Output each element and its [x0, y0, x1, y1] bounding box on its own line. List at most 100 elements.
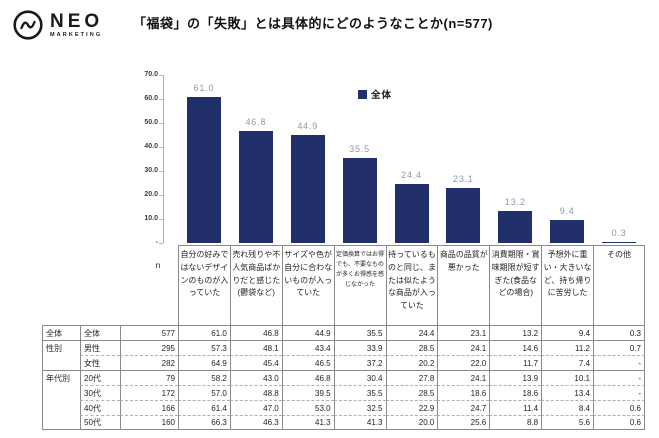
cell-value: 0.3	[593, 325, 645, 340]
column-header: 持っているものと同じ、または似たような商品が入っていた	[385, 245, 438, 325]
bar	[602, 242, 637, 243]
row-label: 全体	[80, 325, 120, 340]
row-label: 20代	[80, 370, 120, 385]
row-n-value: 577	[120, 325, 178, 340]
table-row: 40代 166 61.4 47.0 53.0 32.5 22.9 24.7 11.4 8.4 0.6	[42, 400, 645, 415]
table-row: 性別 男性 295 57.3 48.1 43.4 33.9 28.5 24.1 14.6 11.2 0…	[42, 340, 645, 370]
column-header: 商品の品質が悪かった	[437, 245, 490, 325]
bar	[290, 135, 325, 243]
y-axis-tick-mark	[159, 219, 163, 220]
cell-value: 24.1	[437, 340, 490, 355]
bar	[446, 188, 481, 243]
row-n-value: 295	[120, 340, 178, 355]
bar-value-label: 13.2	[504, 197, 526, 207]
cell-value: 48.1	[229, 340, 282, 355]
table-row: 女性 282 64.9 45.4 46.5 37.2 20.2 22.0 11.7 7.4-	[42, 355, 645, 370]
cell-value: 41.3	[333, 415, 386, 430]
logo-name: NEO	[50, 10, 104, 32]
cell-value: 9.4	[541, 325, 593, 340]
cell-value: 32.5	[333, 400, 386, 415]
table-row: 全体 全体 577 61.0 46.8 44.9 35.5 24.4 23.1 13.2 9.4 0.…	[42, 325, 645, 340]
cell-value: 23.1	[437, 325, 490, 340]
cell-value: 13.9	[489, 370, 542, 385]
legend: 全体	[358, 87, 392, 101]
table-row: 30代 172 57.0 48.8 39.5 35.5 28.5 18.6 18.6 13.4-	[42, 385, 645, 400]
logo-wordmark: NEO MARKETING	[50, 12, 103, 39]
cell-value: 11.2	[541, 340, 593, 355]
cell-value: 57.3	[178, 340, 230, 355]
bar-value-label: 23.1	[453, 174, 474, 184]
y-axis-tick-mark	[159, 243, 163, 244]
page-title: 「福袋」の「失敗」とは具体的にどのようなことか(n=577)	[133, 16, 493, 31]
neo-logo-icon	[13, 10, 43, 40]
cell-value: 0.6	[593, 415, 645, 430]
cell-value: 30.4	[333, 370, 386, 385]
bar-value-label: 24.4	[401, 170, 422, 180]
cell-value: -	[593, 385, 645, 400]
bar	[342, 158, 377, 243]
cell-value: -	[593, 355, 645, 370]
cell-value: 35.5	[333, 325, 386, 340]
y-axis-tick-label: 50.0	[144, 119, 158, 126]
cell-value: 5.6	[541, 415, 593, 430]
cell-value: 13.4	[541, 385, 593, 400]
neo-marketing-logo: NEO MARKETING	[12, 9, 103, 41]
cell-value: 66.3	[178, 415, 230, 430]
bar-value-label: 0.3	[611, 228, 627, 238]
row-n-value: 172	[120, 385, 178, 400]
cell-value: 43.4	[281, 340, 334, 355]
row-n-value: 79	[120, 370, 178, 385]
cell-value: 48.8	[229, 385, 282, 400]
cell-value: 25.6	[437, 415, 490, 430]
cell-value: 47.0	[229, 400, 282, 415]
bar	[394, 184, 429, 243]
column-header: サイズや色が自分に合わないものが入っていた	[281, 245, 334, 325]
row-n-value: 166	[120, 400, 178, 415]
bar-value-label: 35.5	[349, 144, 370, 154]
column-header: 自分の好みではないデザインのものが入っていた	[178, 245, 230, 325]
cell-value: 45.4	[229, 355, 282, 370]
cell-value: 35.5	[333, 385, 386, 400]
cell-value: 41.3	[281, 415, 334, 430]
table-row: 50代 160 66.3 46.3 41.3 41.3 20.0 25.6 8.8 5.6 0.6	[42, 415, 645, 430]
bar	[550, 220, 585, 243]
column-header: 消費期限・賞味期限が短すぎた(食品などの場合)	[489, 245, 542, 325]
cell-value: 11.4	[489, 400, 542, 415]
cell-value: 46.8	[229, 325, 282, 340]
cell-value: 24.7	[437, 400, 490, 415]
cell-value: 24.4	[385, 325, 438, 340]
legend-swatch	[358, 89, 367, 99]
cell-value: 57.0	[178, 385, 230, 400]
y-axis-tick-label: -	[155, 239, 158, 246]
row-group-label: 全体	[42, 325, 80, 340]
cell-value: 20.0	[385, 415, 438, 430]
y-axis-tick-label: 40.0	[144, 143, 158, 150]
cell-value: 24.1	[437, 370, 490, 385]
bar-value-label: 61.0	[193, 83, 215, 93]
cell-value: 20.2	[385, 355, 438, 370]
cell-value: 37.2	[333, 355, 386, 370]
cell-value: 44.9	[281, 325, 334, 340]
y-axis-tick-mark	[159, 123, 163, 124]
cell-value: 8.4	[541, 400, 593, 415]
cell-value: 64.9	[178, 355, 230, 370]
bar-value-label: 9.4	[559, 206, 575, 216]
cell-value: 14.6	[489, 340, 542, 355]
y-axis-tick-mark	[159, 75, 163, 76]
row-group-label: 性別	[42, 340, 80, 370]
column-header: 売れ残りや不人気商品ばかりだと感じた(鬱袋など)	[229, 245, 282, 325]
cell-value: 7.4	[541, 355, 593, 370]
row-label: 男性	[80, 340, 120, 355]
row-n-value: 160	[120, 415, 178, 430]
row-n-value: 282	[120, 355, 178, 370]
bar-value-label: 44.9	[297, 121, 319, 131]
cell-value: 11.7	[489, 355, 542, 370]
row-label: 女性	[80, 355, 120, 370]
cell-value: 33.9	[333, 340, 386, 355]
cell-value: 61.0	[178, 325, 230, 340]
cell-value: 28.5	[385, 385, 438, 400]
y-axis-tick-mark	[159, 147, 163, 148]
cell-value: 18.6	[489, 385, 542, 400]
